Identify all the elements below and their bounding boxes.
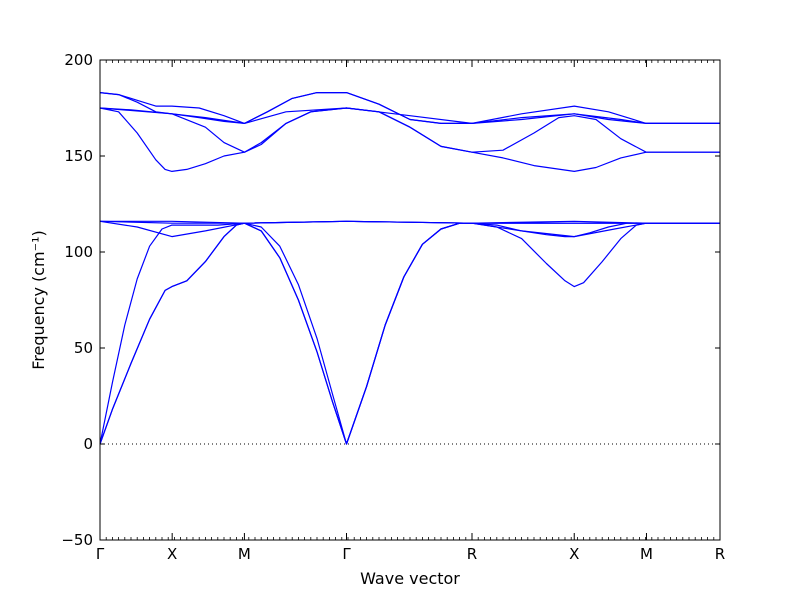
x-tick-label: Γ (342, 545, 351, 563)
x-axis-label: Wave vector (360, 569, 460, 588)
x-tick-label: M (238, 545, 251, 563)
band-line-2 (99, 222, 720, 445)
band-line-11 (99, 92, 720, 124)
band-line-9 (99, 107, 720, 124)
band-line-6 (99, 220, 720, 224)
y-tick-label: 0 (83, 435, 93, 453)
x-tick-label: R (715, 545, 725, 563)
x-tick-label: X (167, 545, 177, 563)
y-tick-label: 150 (64, 147, 93, 165)
x-tick-label: R (467, 545, 477, 563)
y-tick-label: 200 (64, 51, 93, 69)
x-tick-label: Γ (96, 545, 105, 563)
x-tick-label: M (640, 545, 653, 563)
y-tick-label: 50 (74, 339, 93, 357)
band-line-1 (99, 222, 720, 445)
y-tick-label: −50 (61, 531, 93, 549)
band-line-3 (99, 222, 720, 445)
y-tick-label: 100 (64, 243, 93, 261)
x-tick-label: X (569, 545, 579, 563)
plot-frame (99, 59, 721, 541)
band-line-8 (99, 107, 720, 153)
y-axis-label: Frequency (cm⁻¹) (29, 230, 48, 369)
